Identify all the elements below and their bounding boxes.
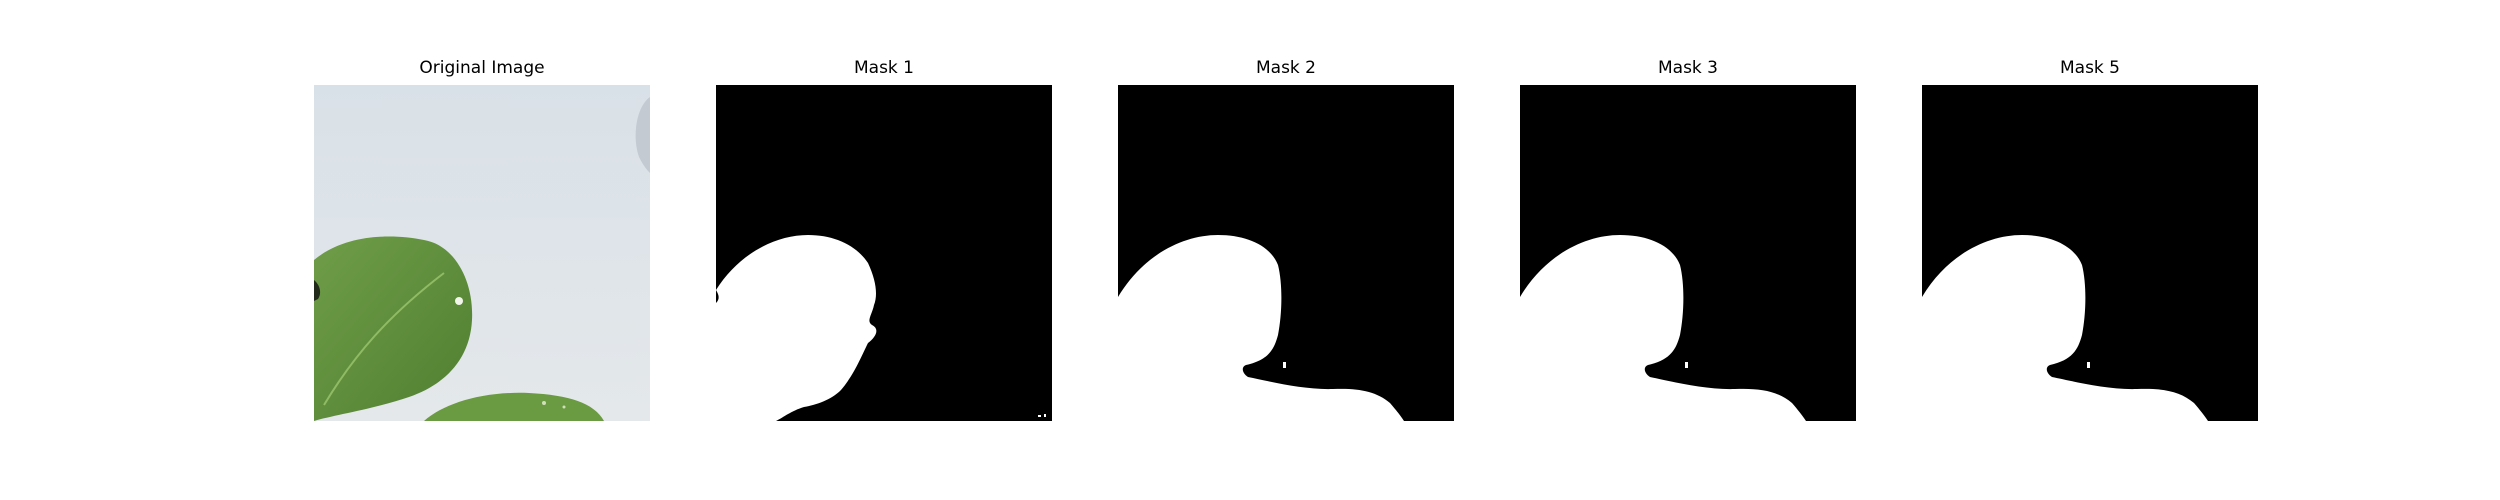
mask-region	[1922, 235, 2208, 421]
mask-image	[1520, 85, 1856, 421]
mask-region	[716, 235, 877, 421]
edge-object	[635, 97, 650, 173]
mask-speck	[1044, 414, 1046, 417]
panel-original-image: Original Image	[314, 0, 650, 500]
leaf-vein	[323, 272, 445, 406]
panel-mask-3: Mask 3	[1520, 0, 1856, 500]
mask-region	[1520, 235, 1806, 421]
mask-region	[1118, 235, 1404, 421]
panel-title: Mask 1	[853, 58, 914, 78]
water-drop	[562, 405, 566, 409]
leaf-shadow	[314, 280, 321, 301]
panel-title: Mask 2	[1255, 58, 1316, 78]
panel-mask-2: Mask 2	[1118, 0, 1454, 500]
mask-speck	[1685, 362, 1688, 368]
panel-title: Mask 5	[2059, 58, 2120, 78]
mask-speck	[1038, 415, 1041, 417]
mask-image	[1118, 85, 1454, 421]
panel-mask-5: Mask 5	[1922, 0, 2258, 500]
panel-mask-1: Mask 1	[716, 0, 1052, 500]
mask-speck	[1283, 362, 1286, 368]
mask-notch	[716, 290, 719, 303]
panel-title: Mask 3	[1657, 58, 1718, 78]
mask-image	[1922, 85, 2258, 421]
mask-image	[716, 85, 1052, 421]
mask-speck	[2087, 362, 2090, 368]
water-drop	[542, 401, 546, 405]
original-image	[314, 85, 650, 421]
leaf-highlight	[455, 297, 463, 305]
lower-leaf	[424, 392, 604, 421]
panel-title: Original Image	[419, 58, 545, 78]
